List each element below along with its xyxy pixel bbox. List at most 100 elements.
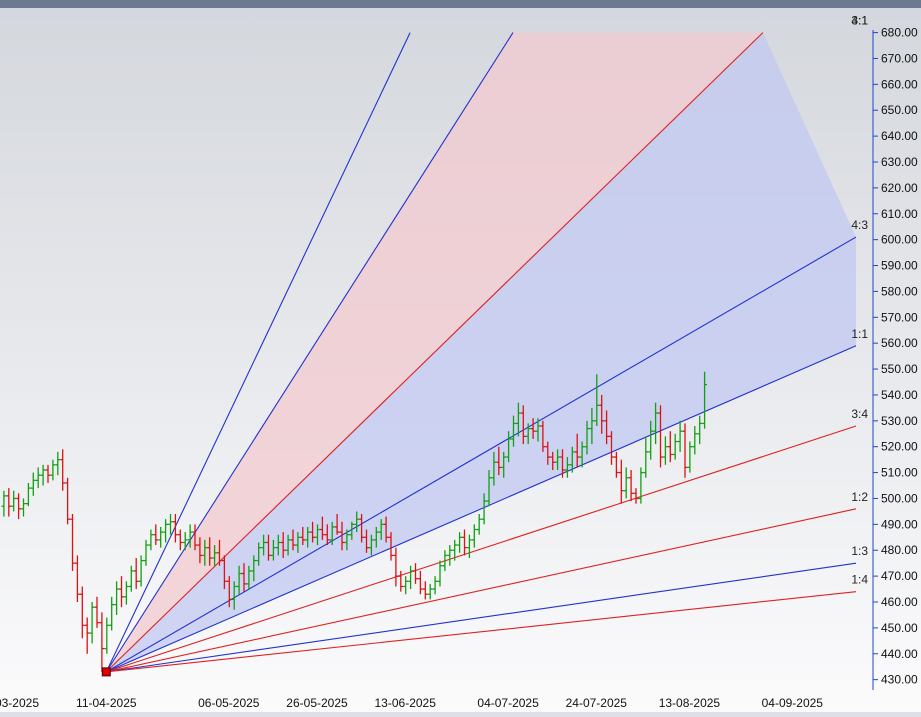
price-bar <box>378 519 384 540</box>
price-bar <box>643 436 649 478</box>
price-bar <box>128 565 134 592</box>
y-tick-label: 600.00 <box>881 233 918 247</box>
y-tick-label: 550.00 <box>881 362 918 376</box>
fan-lines <box>105 32 857 673</box>
price-bar <box>427 583 433 600</box>
price-bar <box>99 612 105 672</box>
price-bar <box>403 576 409 595</box>
y-tick-label: 680.00 <box>881 26 918 40</box>
price-bar <box>266 534 271 561</box>
price-bar <box>496 446 502 476</box>
price-bar <box>687 441 693 473</box>
price-bar <box>677 420 683 452</box>
fan-line-1-2 <box>106 508 857 673</box>
price-bar <box>574 433 580 468</box>
x-tick-label: 11-04-2025 <box>76 696 137 710</box>
price-bar <box>565 457 570 478</box>
price-bar <box>163 519 168 543</box>
price-bar <box>182 532 188 551</box>
price-bar <box>324 524 330 546</box>
price-bar <box>530 418 536 439</box>
price-bar <box>11 490 17 512</box>
price-bar <box>226 576 232 608</box>
price-bar <box>344 529 350 551</box>
price-bar <box>197 537 203 564</box>
price-bar <box>222 555 227 590</box>
fan-label-1-4: 1:4 <box>851 573 868 587</box>
x-tick-label: 06-05-2025 <box>198 696 260 710</box>
price-bar <box>393 547 399 587</box>
price-bar <box>202 539 208 566</box>
price-bar <box>471 524 477 548</box>
price-bar <box>418 570 423 595</box>
fan-anchor-point[interactable] <box>101 667 111 677</box>
x-tick-label: 24-07-2025 <box>566 696 628 710</box>
price-bar <box>275 534 281 556</box>
price-bar <box>599 394 605 434</box>
price-bar <box>280 532 286 558</box>
y-tick-label: 470.00 <box>881 569 918 583</box>
price-bar <box>212 545 217 566</box>
price-bar <box>177 529 183 551</box>
price-bar <box>70 514 75 571</box>
y-tick-label: 530.00 <box>881 414 918 428</box>
price-bar <box>516 402 521 437</box>
price-bar <box>594 374 600 426</box>
price-bar <box>173 514 178 543</box>
y-tick-label: 590.00 <box>881 259 918 273</box>
x-tick-label: 20-03-2025 <box>0 696 39 710</box>
price-bar <box>481 493 487 525</box>
price-bar <box>207 537 213 566</box>
y-tick-label: 560.00 <box>881 336 918 350</box>
y-tick-label: 510.00 <box>881 466 918 480</box>
x-tick-label: 26-05-2025 <box>286 696 348 710</box>
y-axis: 680.00 670.00 660.00 650.00 640.00 630.00 620.… <box>872 26 918 690</box>
price-bar <box>168 514 173 535</box>
fan-line-1-1 <box>106 345 857 673</box>
price-bar <box>84 617 90 654</box>
fan-label-3-4: 3:4 <box>851 407 868 421</box>
fan-label-4-1: 4:1 <box>851 14 868 28</box>
price-bar <box>506 431 511 463</box>
price-bar <box>560 449 565 478</box>
price-bar <box>388 532 394 561</box>
price-bar <box>94 596 100 628</box>
anchor-handle <box>101 667 111 677</box>
price-bar <box>373 526 379 548</box>
price-bar <box>138 555 144 587</box>
price-bar <box>628 470 634 502</box>
price-bar <box>535 418 541 442</box>
price-bar <box>633 488 639 504</box>
price-bar <box>638 467 644 504</box>
price-bar <box>408 565 413 590</box>
price-bar <box>45 464 51 483</box>
y-tick-label: 450.00 <box>881 621 918 635</box>
fan-line-1-4 <box>106 591 857 673</box>
price-bar <box>114 581 119 615</box>
price-bar <box>26 482 31 507</box>
price-bar <box>614 451 619 478</box>
y-tick-label: 670.00 <box>881 51 918 65</box>
y-tick-label: 660.00 <box>881 77 918 91</box>
price-bar <box>618 459 624 504</box>
price-bar <box>119 576 124 608</box>
y-tick-label: 580.00 <box>881 284 918 298</box>
price-bar <box>124 581 129 605</box>
y-tick-label: 650.00 <box>881 103 918 117</box>
price-bar <box>300 526 306 546</box>
price-bar <box>89 602 95 644</box>
fan-line-3-4 <box>106 425 857 673</box>
price-bar <box>261 534 266 556</box>
price-bar <box>383 516 389 543</box>
price-bar <box>569 446 575 473</box>
price-bar <box>329 521 335 546</box>
y-tick-label: 540.00 <box>881 388 918 402</box>
y-tick-label: 610.00 <box>881 207 918 221</box>
price-bar <box>653 402 658 445</box>
fan-label-1-3: 1:3 <box>851 544 868 558</box>
price-bar <box>40 464 46 486</box>
price-bar <box>682 423 688 478</box>
price-bar <box>555 449 560 470</box>
price-bar <box>467 534 472 558</box>
price-bar <box>462 529 467 556</box>
